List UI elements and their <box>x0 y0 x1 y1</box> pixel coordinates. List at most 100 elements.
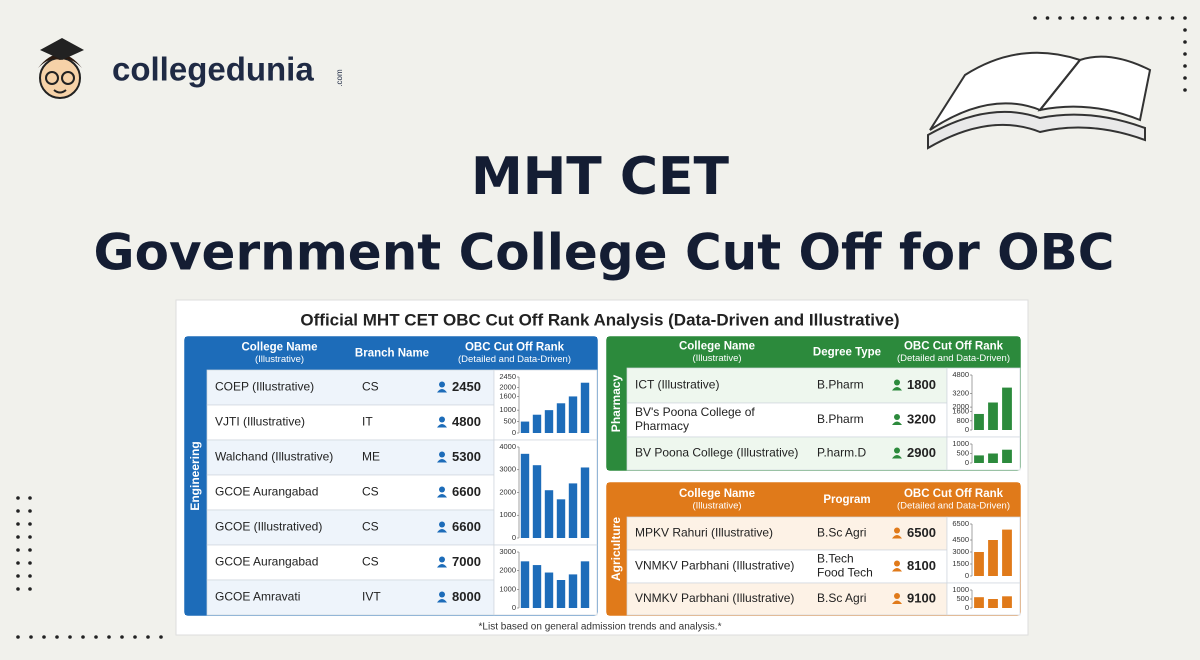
person-icon <box>894 379 900 386</box>
chart-tick-label: 1500 <box>952 559 969 568</box>
header-sub: (Detailed and Data-Driven) <box>458 354 571 365</box>
cutoff-rank: 9100 <box>907 590 936 605</box>
chart-tick-label: 0 <box>512 533 516 542</box>
dot <box>1108 16 1112 20</box>
program: B.Sc Agri <box>817 591 866 605</box>
cutoff-rank: 3200 <box>907 411 936 426</box>
person-icon <box>437 494 447 498</box>
chart-bar <box>568 574 578 608</box>
dot <box>28 561 32 565</box>
dot <box>133 635 137 639</box>
person-icon <box>437 529 447 533</box>
dot <box>1133 16 1137 20</box>
chart-tick-label: 1000 <box>499 584 516 593</box>
chart-bar <box>974 552 984 576</box>
dot <box>68 635 72 639</box>
dot <box>16 496 20 500</box>
dot <box>28 496 32 500</box>
header-sub: (Detailed and Data-Driven) <box>897 353 1010 364</box>
dot <box>159 635 163 639</box>
cutoff-rank: 7000 <box>452 554 481 569</box>
program: ME <box>362 450 380 464</box>
dot <box>1120 16 1125 20</box>
person-icon <box>437 424 447 428</box>
chart-bar <box>520 421 530 433</box>
row-bg <box>206 579 495 616</box>
header-text: Program <box>823 494 870 506</box>
person-icon <box>439 591 445 598</box>
chart-bar <box>544 410 554 433</box>
row-bg <box>626 367 948 404</box>
program: B.Pharm <box>817 378 864 392</box>
person-icon <box>439 381 445 388</box>
chart-bar <box>532 465 542 538</box>
person-icon <box>892 421 902 425</box>
cutoff-rank: 2450 <box>452 379 481 394</box>
program: IVT <box>362 590 381 604</box>
college-name: GCOE Aurangabad <box>215 555 318 569</box>
dot <box>1083 16 1087 20</box>
program: Food Tech <box>817 566 873 580</box>
college-name: ICT (Illustrative) <box>635 378 719 392</box>
cutoff-rank: 5300 <box>452 449 481 464</box>
person-icon <box>439 486 445 493</box>
row-bg <box>206 509 495 546</box>
section-label-strip <box>185 337 207 615</box>
dot <box>42 635 46 639</box>
dot <box>28 548 32 552</box>
dot <box>16 587 20 591</box>
chart-tick-label: 1000 <box>499 510 516 519</box>
row-bg <box>206 439 495 476</box>
chart-tick-label: 2450 <box>499 372 516 381</box>
college-name: BV Poona College (Illustrative) <box>635 446 798 460</box>
chart-bar <box>988 453 998 463</box>
row-bg <box>206 404 495 441</box>
person-icon <box>892 600 902 604</box>
person-icon <box>439 521 445 528</box>
header-text: OBC Cut Off Rank <box>904 488 1004 500</box>
program: P.harm.D <box>817 446 866 460</box>
chart-bar <box>520 453 530 538</box>
cutoff-rank: 2900 <box>907 445 936 460</box>
chart-tick-label: 0 <box>512 603 516 612</box>
chart-tick-label: 0 <box>965 571 969 580</box>
dot <box>16 574 20 578</box>
program: CS <box>362 485 379 499</box>
dot <box>1058 16 1062 20</box>
person-icon <box>892 568 902 572</box>
program: CS <box>362 555 379 569</box>
chart-tick-label: 500 <box>503 417 516 426</box>
header-text: Degree Type <box>813 347 881 359</box>
dot <box>1183 76 1187 80</box>
cutoff-rank: 6500 <box>907 525 936 540</box>
row-bg <box>626 516 948 551</box>
chart-tick-label: 4800 <box>952 370 969 379</box>
program: B.Tech <box>817 552 854 566</box>
person-icon <box>437 459 447 463</box>
dot <box>28 574 32 578</box>
person-icon <box>894 527 900 534</box>
program: B.Sc Agri <box>817 526 866 540</box>
logo-name: collegedunia <box>112 51 314 88</box>
chart-bar <box>544 490 554 538</box>
book-illustration <box>927 51 1152 150</box>
section-label-strip <box>607 337 627 470</box>
title-line1: MHT CET <box>471 147 730 207</box>
decorative-dots <box>16 16 1187 639</box>
header-sub: (Illustrative) <box>255 354 304 365</box>
header-sub: (Illustrative) <box>692 501 741 512</box>
header-bar <box>207 337 597 370</box>
chart-tick-label: 2000 <box>952 402 969 411</box>
dot <box>1183 52 1187 56</box>
chart-tick-label: 1000 <box>952 439 969 448</box>
chart-tick-label: 800 <box>956 416 969 425</box>
cutoff-rank: 8000 <box>452 589 481 604</box>
header-bar <box>627 483 1020 517</box>
dot <box>55 635 59 639</box>
title-line2: Government College Cut Off for OBC <box>94 224 1115 282</box>
dot <box>1158 16 1162 20</box>
footnote: *List based on general admission trends … <box>479 622 722 633</box>
dot <box>1045 16 1050 20</box>
chart-bar <box>580 561 590 608</box>
chart-tick-label: 4500 <box>952 535 969 544</box>
